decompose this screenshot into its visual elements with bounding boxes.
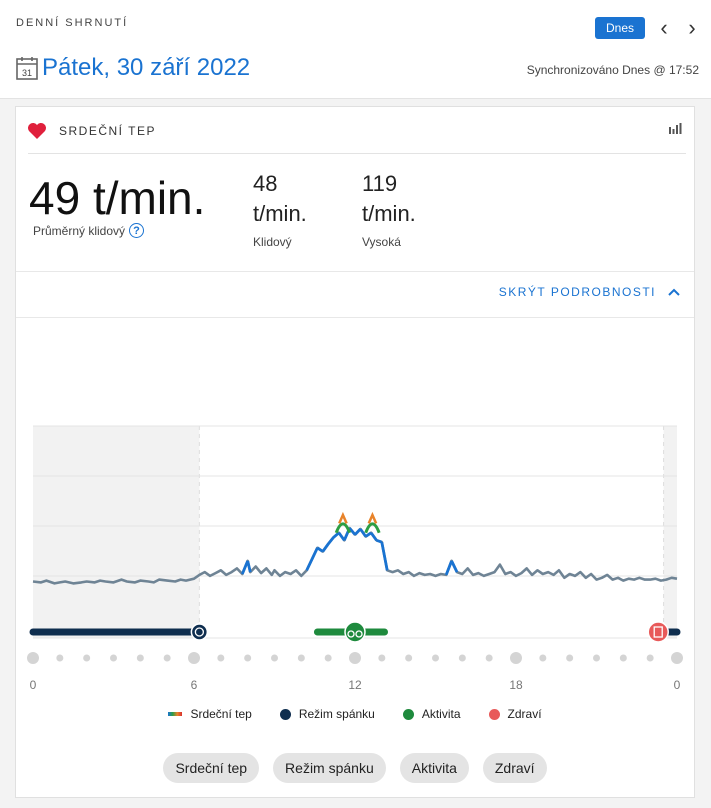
health-icon: [647, 621, 669, 643]
hour-marker: [619, 654, 627, 662]
x-tick-label: 18: [509, 678, 523, 692]
hour-marker: [646, 654, 654, 662]
hour-marker: [83, 654, 91, 662]
hour-marker: [405, 654, 413, 662]
filter-heart-rate-button[interactable]: Srdeční tep: [163, 753, 260, 783]
heart-rate-chart[interactable]: 0 6 12 18 0: [16, 318, 694, 698]
activity-peak: [364, 522, 381, 534]
hour-marker: [378, 654, 386, 662]
date-row: 31 Pátek, 30 září 2022: [16, 54, 250, 82]
legend-label: Režim spánku: [298, 707, 375, 721]
alarm-clock-icon-face: [194, 627, 205, 637]
resting-unit: t/min.: [253, 201, 307, 226]
x-tick-label: 0: [674, 678, 681, 692]
heart-icon: [28, 123, 46, 139]
hide-details-toggle[interactable]: SKRÝT PODROBNOSTI: [499, 285, 680, 299]
legend-item-health[interactable]: Zdraví: [488, 707, 542, 721]
hour-marker: [432, 654, 439, 662]
bike-icon-wheel: [347, 630, 355, 638]
hour-marker-major: [510, 652, 522, 664]
activity-peak: [334, 522, 352, 534]
high-unit: t/min.: [362, 201, 416, 226]
divider: [16, 317, 694, 318]
resting-stat: 48 t/min. Klidový: [253, 169, 307, 249]
hour-marker: [217, 654, 225, 662]
chevron-right-icon[interactable]: ›: [688, 15, 696, 40]
hour-marker: [244, 654, 252, 662]
high-label: Vysoká: [362, 235, 401, 249]
hour-marker: [566, 654, 574, 662]
heart-rate-swatch-icon: [168, 712, 183, 716]
hour-marker: [485, 654, 493, 662]
hour-marker: [297, 654, 305, 662]
hide-details-label: SKRÝT PODROBNOSTI: [498, 285, 656, 299]
chevron-left-icon[interactable]: ‹: [660, 15, 668, 40]
hour-marker: [163, 654, 171, 662]
legend-label: Srdeční tep: [190, 707, 252, 721]
activity-dot-icon: [402, 708, 414, 720]
hour-marker-major: [349, 652, 361, 664]
hour-marker: [458, 654, 466, 662]
hour-marker: [136, 654, 144, 662]
legend-item-sleep[interactable]: Režim spánku: [279, 707, 375, 721]
divider: [16, 271, 694, 272]
legend-label: Aktivita: [421, 707, 461, 721]
filter-sleep-button[interactable]: Režim spánku: [273, 753, 386, 783]
legend-item-activity[interactable]: Aktivita: [402, 707, 461, 721]
bar-chart-icon[interactable]: [669, 123, 682, 134]
activity-peak-high: [367, 511, 378, 524]
card-title: SRDEČNÍ TEP: [59, 124, 156, 138]
resting-value: 48: [253, 171, 278, 196]
heart-rate-card: SRDEČNÍ TEP 49 t/min. Průměrný klidový ?…: [15, 106, 695, 798]
average-resting-value: 49 t/min.: [29, 172, 206, 224]
today-button[interactable]: Dnes: [595, 17, 645, 39]
hour-marker-major: [188, 652, 200, 664]
health-dot-icon: [488, 708, 500, 720]
sync-status: Synchronizováno Dnes @ 17:52: [526, 63, 699, 77]
health-icon-doc: [653, 626, 663, 638]
calendar-icon-day: 31: [22, 68, 32, 78]
x-tick-label: 12: [348, 678, 362, 692]
calendar-icon[interactable]: 31: [16, 56, 38, 80]
chevron-up-icon: [668, 288, 680, 296]
high-stat: 119 t/min. Vysoká: [362, 169, 416, 249]
hour-marker-major: [671, 652, 683, 664]
average-resting-label-row: Průměrný klidový ?: [33, 223, 145, 238]
hour-marker: [56, 654, 64, 662]
top-bar: DENNÍ SHRNUTÍ Dnes ‹ › 31 Pátek, 30 září…: [0, 0, 711, 99]
activity-peak-high: [338, 511, 348, 524]
heart-rate-elevated: [241, 527, 459, 576]
x-tick-label: 0: [30, 678, 37, 692]
high-value: 119: [362, 171, 398, 196]
filter-chips: Srdeční tep Režim spánku Aktivita Zdraví: [16, 753, 694, 783]
hour-marker-major: [27, 652, 39, 664]
hour-marker: [271, 654, 278, 662]
hour-marker: [324, 654, 332, 662]
divider: [28, 153, 686, 154]
legend-label: Zdraví: [507, 707, 542, 721]
filter-activity-button[interactable]: Aktivita: [399, 753, 469, 783]
section-label: DENNÍ SHRNUTÍ: [16, 17, 129, 29]
sleep-shade: [663, 426, 677, 638]
legend-item-heart-rate[interactable]: Srdeční tep: [168, 707, 252, 721]
resting-label: Klidový: [253, 235, 292, 249]
chart-legend: Srdeční tep Režim spánku Aktivita Zdraví: [16, 707, 694, 721]
alarm-clock-icon: [190, 623, 209, 641]
sleep-shade: [33, 426, 200, 638]
hour-marker: [539, 654, 547, 662]
card-header: SRDEČNÍ TEP: [16, 107, 694, 153]
current-date[interactable]: Pátek, 30 září 2022: [42, 54, 251, 81]
hour-marker: [110, 654, 117, 662]
sleep-dot-icon: [279, 708, 291, 720]
average-resting-label: Průměrný klidový: [33, 223, 126, 238]
bike-icon-wheel: [355, 630, 363, 638]
filter-health-button[interactable]: Zdraví: [482, 753, 547, 783]
hour-marker: [593, 654, 600, 662]
x-tick-label: 6: [191, 678, 198, 692]
help-icon[interactable]: ?: [129, 223, 145, 238]
